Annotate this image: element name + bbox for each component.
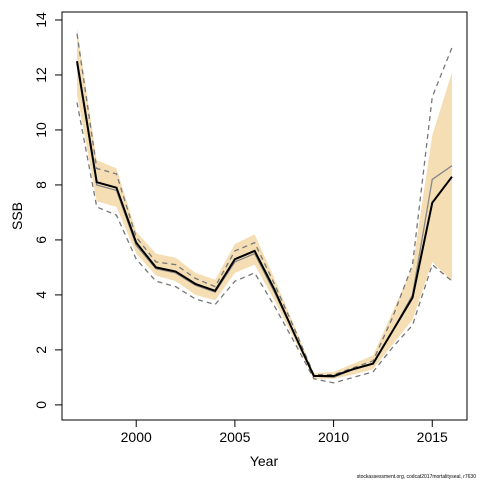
plot-box [61, 11, 468, 421]
x-tick-label: 2015 [417, 429, 448, 445]
y-axis-label: SSB [9, 202, 25, 230]
y-tick-label: 12 [33, 67, 49, 83]
x-tick-label: 2000 [121, 429, 152, 445]
footnote: stockassessment.org, codcat2017mortality… [357, 474, 476, 480]
line [76, 61, 453, 378]
x-tick-label: 2010 [318, 429, 349, 445]
x-axis-label: Year [250, 453, 279, 469]
x-tick-label: 2005 [219, 429, 250, 445]
line [76, 102, 453, 384]
line [76, 33, 453, 376]
y-tick-label: 14 [33, 12, 49, 28]
y-tick-label: 6 [33, 236, 49, 244]
y-tick-label: 4 [33, 291, 49, 299]
y-tick-label: 2 [33, 346, 49, 354]
y-tick-label: 10 [33, 122, 49, 138]
y-tick-label: 8 [33, 181, 49, 189]
y-tick-label: 0 [33, 401, 49, 409]
